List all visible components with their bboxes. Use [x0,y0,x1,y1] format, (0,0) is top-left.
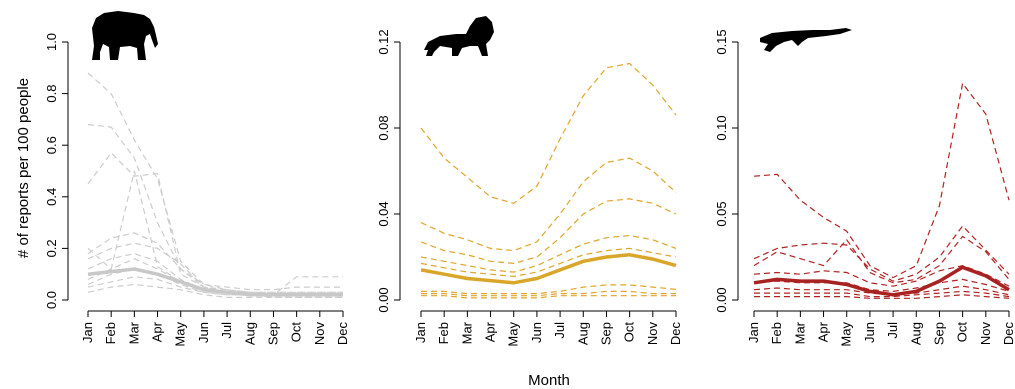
crocodile-icon [760,28,852,52]
x-tick-label: Sep [598,322,613,345]
y-tick-label: 0.6 [44,136,59,154]
x-tick-label: Apr [816,321,831,342]
x-tick-label: Aug [575,322,590,345]
x-tick-label: Jun [196,322,211,343]
series-line [421,290,676,297]
x-tick-label: Jan [746,322,761,343]
x-tick-label: Jan [80,322,95,343]
x-tick-label: Nov [645,322,660,346]
series-line [753,225,1010,282]
series-line [420,247,677,278]
x-tick-label: Dec [1001,322,1015,346]
series-line [421,295,676,299]
series-line [420,62,677,204]
x-tick-label: Jun [529,322,544,343]
series-line [754,294,1010,299]
panel-2: 0.00 0.04 0.08 0.12 Jan Feb Mar Apr May Jun Jul Aug… [376,16,683,347]
x-tick-label: Sep [931,322,946,345]
series-line [87,72,343,293]
series-line [754,290,1010,298]
mean-line [87,267,343,297]
lion-icon [424,16,494,56]
x-tick-label: Nov [978,322,993,346]
series-line [87,242,343,293]
mean-line [420,253,677,285]
series-line [753,264,1010,287]
x-tick-label: Feb [436,322,451,344]
y-tick-label: 0.10 [714,115,729,140]
y-tick-label: 1.0 [44,33,59,51]
series-line [753,81,1010,279]
x-tick-label: Jun [862,322,877,343]
y-tick-label: 0.05 [714,201,729,226]
mean-line [753,265,1010,297]
x-tick-label: Jan [413,322,428,343]
x-tick-label: Jul [552,322,567,339]
x-tick-label: Oct [289,322,304,343]
x-tick-label: May [173,322,188,347]
series-line [421,284,677,295]
y-tick-label: 0.0 [44,291,59,309]
series-line [87,232,343,291]
x-tick-label: Dec [668,322,683,346]
y-axis-label: # of reports per 100 people [15,78,32,258]
series-line [420,157,677,252]
x-tick-label: Nov [312,322,327,346]
y-tick-label: 0.4 [44,188,59,206]
y-tick-label: 0.00 [376,287,391,312]
x-tick-label: Dec [335,322,350,346]
x-tick-label: Mar [459,321,474,344]
x-tick-label: Apr [150,321,165,342]
x-axis-label: Month [528,372,570,389]
elephant-icon [92,11,158,60]
x-tick-label: Jul [219,322,234,339]
x-tick-label: Oct [622,322,637,343]
x-tick-label: May [839,322,854,347]
series-line [420,234,677,273]
panel-1: 0.0 0.2 0.4 0.6 0.8 1.0 Jan Feb Mar Apr May Jun Jul A… [44,11,350,347]
x-tick-label: May [506,322,521,347]
series-line [753,285,1010,296]
y-tick-label: 0.08 [376,115,391,140]
x-tick-label: Jul [885,322,900,339]
y-tick-label: 0.00 [714,287,729,312]
series-line [420,198,677,265]
x-tick-label: Feb [769,322,784,344]
x-tick-label: Mar [126,321,141,344]
panel-3: 0.00 0.05 0.10 0.15 Jan Feb Mar Apr May Jun Jul Aug… [714,28,1015,347]
series-line [87,151,343,296]
x-tick-label: Mar [792,321,807,344]
x-tick-label: Sep [265,322,280,345]
x-tick-label: Aug [908,322,923,345]
series-line [753,235,1010,284]
y-tick-label: 0.15 [714,29,729,54]
x-tick-label: Aug [242,322,257,345]
x-tick-label: Feb [103,322,118,344]
x-tick-label: Oct [955,322,970,343]
y-tick-label: 0.2 [44,239,59,257]
series-line [87,283,343,298]
x-tick-label: Apr [483,321,498,342]
y-tick-label: 0.04 [376,201,391,226]
y-tick-label: 0.8 [44,85,59,103]
y-tick-label: 0.12 [376,29,391,54]
